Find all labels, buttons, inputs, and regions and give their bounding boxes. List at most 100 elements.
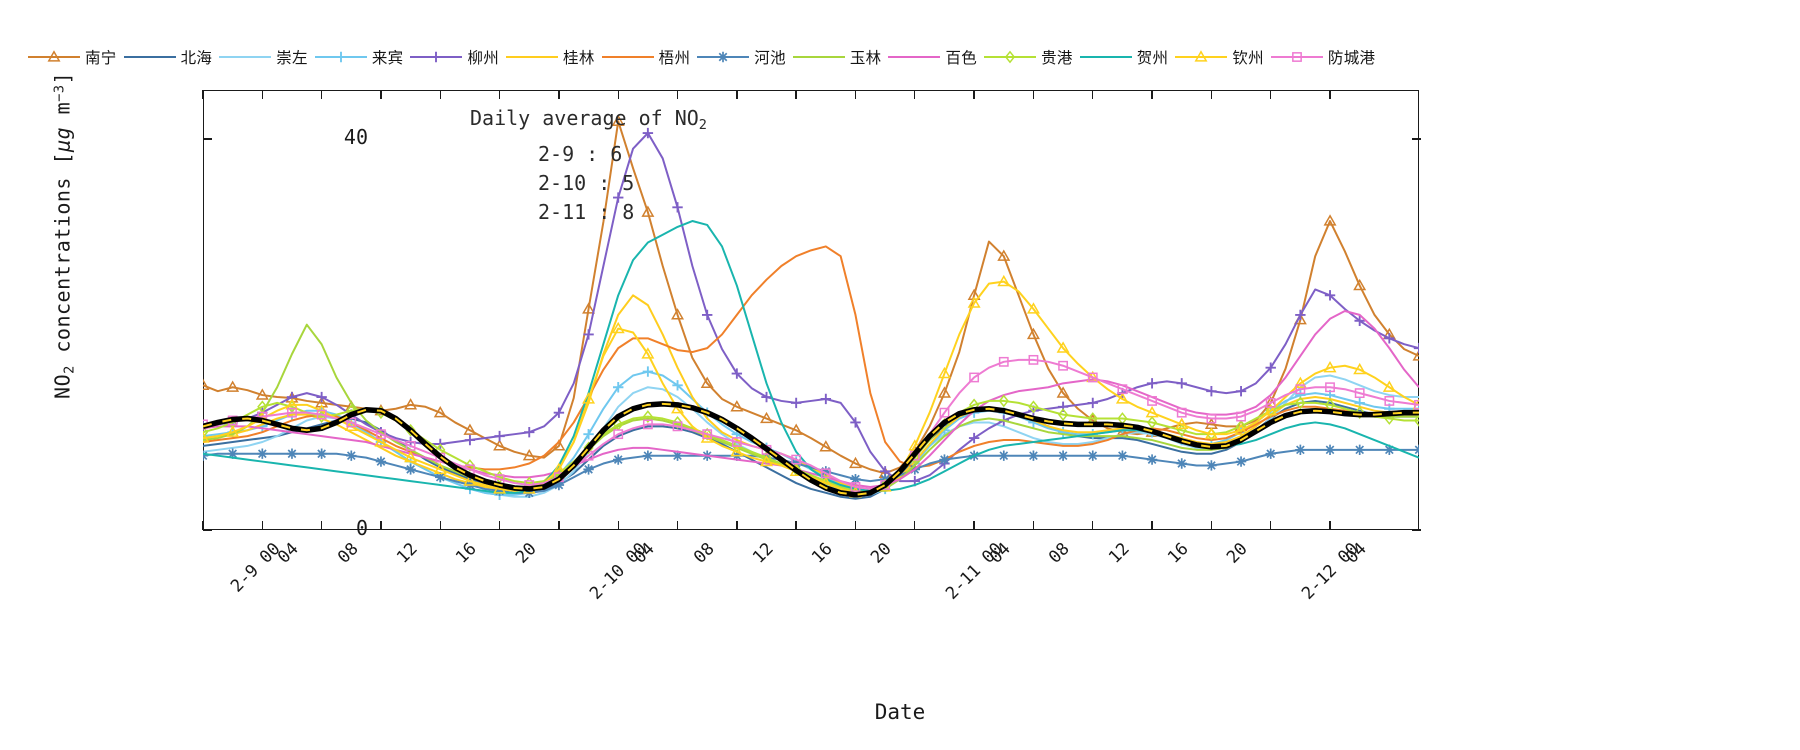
x-tick-mark — [498, 521, 501, 530]
series-0 — [203, 114, 1419, 478]
legend-label: 贺州 — [1136, 49, 1169, 67]
x-tick-mark — [1032, 521, 1035, 530]
legend-item-5[interactable]: 桂林 — [506, 46, 595, 68]
legend-item-7[interactable]: 河池 — [697, 46, 786, 68]
plot-axes-frame — [203, 90, 1419, 530]
series-13 — [203, 354, 1419, 492]
legend-label: 钦州 — [1232, 49, 1264, 67]
x-tick-mark — [1329, 90, 1331, 99]
x-tick-mark — [676, 521, 679, 530]
x-tick-label: 12 — [392, 539, 422, 568]
legend-item-4[interactable]: 柳州 — [410, 46, 499, 68]
x-tick-mark — [1092, 90, 1094, 99]
y-tick-label: 40 — [343, 124, 368, 149]
legend-item-1[interactable]: 北海 — [123, 46, 213, 68]
x-tick-mark — [1032, 90, 1035, 99]
x-tick-mark — [558, 90, 560, 99]
chart-legend: 南宁 北海 崇左 来宾 柳州 桂林 梧州 河池 玉林 百色 贵港 贺州 钦州 防城港 — [28, 42, 1772, 72]
x-axis-label: Date — [874, 700, 926, 724]
legend-item-12[interactable]: 钦州 — [1175, 46, 1264, 68]
series-6 — [203, 245, 1419, 471]
x-tick-mark — [1151, 521, 1153, 530]
x-tick-label: 16 — [452, 539, 481, 568]
x-tick-mark — [558, 521, 560, 530]
legend-label: 百色 — [945, 49, 978, 67]
legend-label: 来宾 — [371, 49, 404, 67]
legend-swatch-icon — [506, 48, 559, 66]
x-tick-mark — [973, 521, 975, 530]
legend-label: 贵港 — [1041, 49, 1073, 67]
legend-item-2[interactable]: 崇左 — [219, 46, 308, 68]
legend-item-11[interactable]: 贺州 — [1079, 46, 1169, 68]
annotation-rows: 2-9 : 6 2-10 : 5 2-11 : 8 — [470, 140, 707, 227]
legend-item-13[interactable]: 防城港 — [1270, 46, 1376, 68]
x-tick-mark — [973, 90, 975, 99]
legend-marker-diamond-icon — [1004, 50, 1016, 64]
legend-marker-plus-icon — [335, 51, 347, 63]
annotation-row-2: 2-11 : 8 — [538, 199, 635, 224]
mean-line-base — [203, 401, 1419, 498]
x-tick-label: 04 — [274, 539, 303, 568]
x-tick-label: 16 — [808, 539, 837, 568]
legend-label: 河池 — [754, 49, 786, 67]
legend-swatch-icon — [697, 48, 750, 66]
legend-swatch-icon — [792, 48, 845, 66]
legend-marker-asterisk-icon — [718, 51, 729, 63]
y-tick-label: 0 — [355, 516, 368, 540]
x-tick-label: 12 — [748, 539, 778, 568]
x-tick-mark — [914, 90, 916, 99]
x-tick-mark — [1270, 90, 1272, 99]
legend-item-6[interactable]: 梧州 — [601, 46, 691, 68]
x-tick-mark — [617, 521, 619, 530]
x-tick-label: 20 — [1223, 539, 1253, 568]
legend-swatch-icon — [28, 48, 80, 66]
x-tick-mark — [202, 90, 204, 99]
x-tick-mark — [261, 521, 263, 530]
x-tick-mark — [795, 90, 797, 99]
legend-item-0[interactable]: 南宁 — [28, 46, 117, 68]
x-tick-mark — [439, 90, 441, 99]
legend-label: 桂林 — [563, 49, 595, 67]
legend-swatch-icon — [314, 48, 367, 66]
x-tick-label: 08 — [689, 539, 719, 568]
legend-item-9[interactable]: 百色 — [888, 46, 977, 68]
annotation-title: Daily average of NO2 — [470, 106, 707, 133]
legend-marker-triangle-icon — [47, 50, 61, 62]
y-tick-mark — [203, 529, 212, 531]
x-tick-mark — [1270, 521, 1272, 530]
legend-swatch-icon — [1079, 48, 1132, 66]
legend-swatch-icon — [410, 48, 463, 66]
y-tick-mark — [203, 138, 212, 140]
x-tick-mark — [617, 90, 619, 99]
annotation-block: Daily average of NO2 2-9 : 6 2-10 : 5 2-11… — [470, 104, 707, 227]
legend-item-8[interactable]: 玉林 — [792, 46, 882, 68]
legend-swatch-icon — [1175, 48, 1228, 66]
x-tick-mark — [795, 521, 797, 530]
x-tick-mark — [320, 521, 323, 530]
x-tick-mark — [854, 521, 857, 530]
legend-label: 梧州 — [658, 49, 691, 67]
annotation-row-1: 2-10 : 5 — [538, 170, 635, 195]
x-tick-mark — [261, 90, 263, 99]
legend-swatch-icon — [888, 48, 941, 66]
series-11 — [203, 220, 1419, 494]
legend-label: 玉林 — [849, 49, 882, 67]
legend-marker-square-icon — [1292, 52, 1302, 62]
series-9 — [203, 309, 1419, 488]
x-tick-mark — [439, 521, 441, 530]
x-tick-label: 08 — [1045, 539, 1075, 568]
x-tick-label: 20 — [867, 539, 897, 568]
legend-label: 防城港 — [1327, 49, 1376, 67]
x-tick-mark — [380, 521, 382, 530]
legend-swatch-icon — [601, 48, 654, 66]
y-tick-mark — [1412, 138, 1421, 140]
x-tick-mark — [1151, 90, 1153, 99]
legend-swatch-icon — [1270, 48, 1323, 66]
legend-item-3[interactable]: 来宾 — [314, 46, 404, 68]
x-tick-mark — [676, 90, 679, 99]
x-tick-mark — [202, 521, 204, 530]
legend-item-10[interactable]: 贵港 — [984, 46, 1073, 68]
legend-label: 北海 — [180, 49, 213, 67]
x-tick-mark — [1210, 90, 1213, 99]
